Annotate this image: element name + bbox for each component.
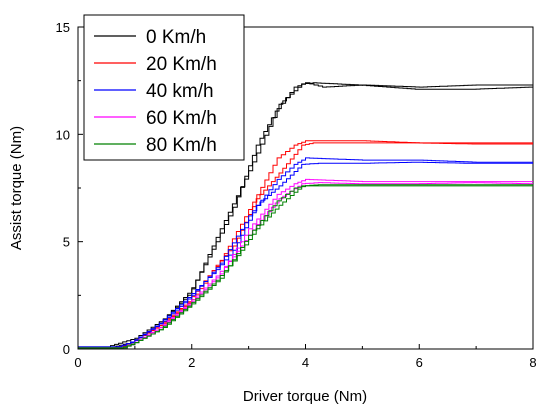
y-tick-label: 15 [56,20,70,35]
y-axis: 0 5 10 15 [56,20,83,357]
series-line-unloading [77,161,533,349]
x-axis: 0 2 4 6 8 [74,344,537,370]
series-line-loading [78,185,533,349]
legend-box [83,14,245,161]
x-tick-label: 0 [74,355,81,370]
y-tick-label: 0 [63,342,70,357]
series-line-loading [78,140,533,349]
legend-label: 0 Km/h [146,27,206,48]
legend: 0 Km/h 20 Km/h 40 km/h 60 Km/h 80 Km/h [83,14,245,161]
legend-label: 20 Km/h [146,54,217,75]
x-tick-label: 8 [529,355,536,370]
x-tick-label: 6 [416,355,423,370]
series-line-loading [78,82,533,348]
legend-items: 0 Km/h 20 Km/h 40 km/h 60 Km/h 80 Km/h [94,27,217,156]
x-axis-title: Driver torque (Nm) [243,388,367,405]
x-tick-label: 4 [302,355,309,370]
y-tick-label: 10 [56,127,70,142]
series-line-unloading [78,182,533,349]
series-line-loading [78,178,533,349]
legend-label: 60 Km/h [146,108,217,129]
series-line-unloading [78,142,533,349]
legend-label: 40 km/h [146,81,214,102]
plot-area: 0 2 4 6 8 0 5 10 15 [56,20,537,370]
series-line-unloading [78,184,533,349]
legend-label: 80 Km/h [146,135,217,156]
series-layer [77,82,533,349]
y-tick-label: 5 [63,235,70,250]
y-axis-title: Assist torque (Nm) [8,126,25,250]
x-tick-label: 2 [188,355,195,370]
